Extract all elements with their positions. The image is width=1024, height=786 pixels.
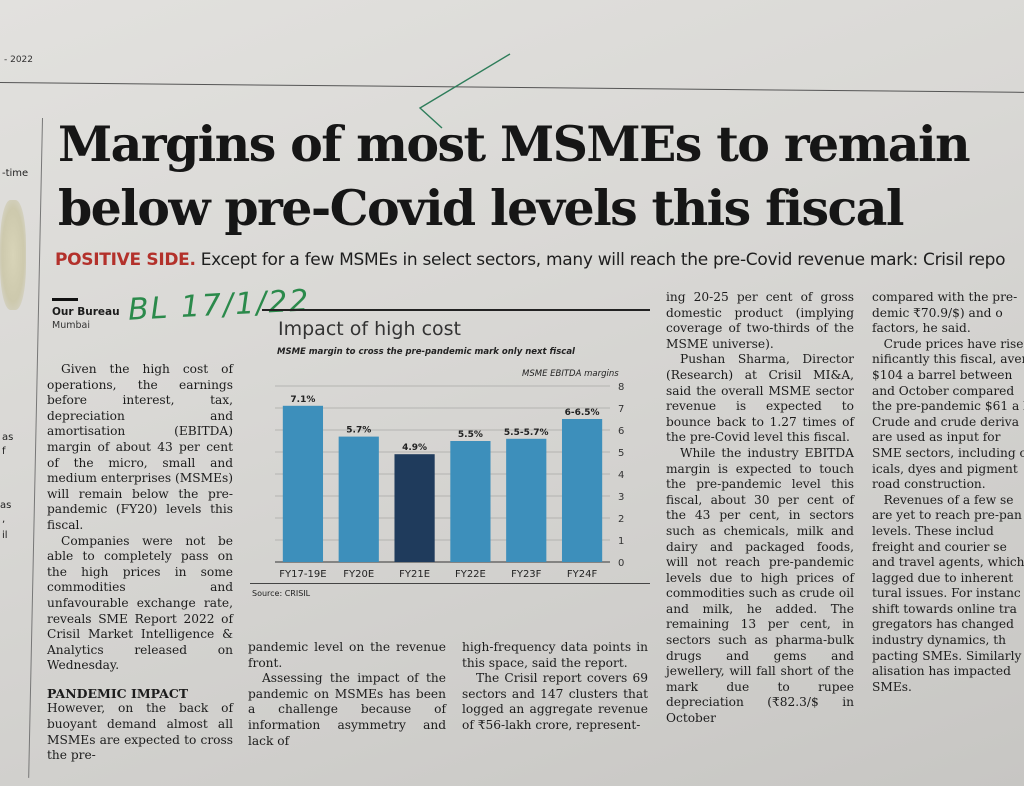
text-line: gregators has changed <box>872 617 1014 632</box>
data-label: 7.1% <box>290 395 315 405</box>
bar <box>561 419 603 562</box>
text-line: SMEs. <box>872 679 912 694</box>
dateline: Mumbai <box>52 320 90 331</box>
text-line: lagged due to inherent <box>872 570 1014 585</box>
data-label: 5.5% <box>458 430 483 440</box>
bar <box>506 438 547 562</box>
adjacent-column-fragment: as <box>0 500 12 511</box>
y-tick-label: 5 <box>618 448 624 459</box>
chart-axis-label: MSME EBITDA margins <box>522 369 619 379</box>
text-line: are yet to reach pre-pan <box>872 508 1022 523</box>
paragraph: Assessing the impact of the pandemic on … <box>248 671 446 748</box>
text-line: the pre-pandemic $61 a b <box>872 399 1024 414</box>
adjacent-column-fragment: f <box>2 446 6 457</box>
text-line: compared with the pre- <box>872 290 1018 304</box>
subhead: PANDEMIC IMPACT <box>47 685 189 701</box>
text-line: Crude and crude deriva <box>872 414 1019 429</box>
adjacent-column-fragment: il <box>2 530 8 541</box>
text-line: icals, dyes and pigment <box>872 461 1018 476</box>
text-line: freight and courier se <box>872 539 1007 554</box>
y-tick-label: 3 <box>618 492 624 503</box>
bar <box>338 436 379 562</box>
adjacent-column-fragment: as <box>2 432 14 443</box>
bar <box>282 405 324 562</box>
text-line: $104 a barrel between <box>872 367 1013 382</box>
bar <box>450 441 491 562</box>
x-tick-label: FY21E <box>399 569 430 580</box>
data-label: 4.9% <box>402 443 427 453</box>
bar-chart: 0 1 2 3 4 5 6 7 8 7.1% FY17-19E 5.7% FY20E 4.9% FY21E 5… <box>275 382 624 580</box>
text-line: SME sectors, including c <box>872 445 1024 460</box>
adjacent-column-fragment: , <box>2 514 6 525</box>
paragraph: Companies were not be able to completely… <box>47 533 233 673</box>
page-date: - 2022 <box>4 55 34 65</box>
text-line: factors, he said. <box>872 321 971 336</box>
y-tick-label: 8 <box>618 382 624 393</box>
text-line: and October compared <box>872 383 1015 398</box>
article-column-3: high-frequency data points in this space… <box>462 640 648 734</box>
headline-line: Margins of most MSMEs to remain <box>58 115 971 173</box>
chart-top-rule <box>262 309 650 311</box>
y-tick-label: 2 <box>618 514 624 525</box>
y-tick-label: 4 <box>618 470 624 481</box>
paragraph: The Crisil report covers 69 sectors and … <box>462 671 648 732</box>
bar <box>394 454 435 562</box>
byline-bar <box>52 298 78 301</box>
text-line: and travel agents, which <box>872 555 1024 570</box>
deck: POSITIVE SIDE. Except for a few MSMEs in… <box>55 250 1006 270</box>
y-tick-label: 1 <box>618 536 624 547</box>
chart-title: Impact of high cost <box>278 318 461 340</box>
text-line: alisation has impacted <box>872 664 1011 679</box>
handwritten-tick-mark <box>418 53 511 129</box>
text-line: shift towards online tra <box>872 601 1017 616</box>
adjacent-column-fragment: -time <box>2 168 29 179</box>
text-line: pacting SMEs. Similarly <box>872 648 1022 663</box>
x-tick-label: FY20E <box>343 569 374 580</box>
chart-subtitle: MSME margin to cross the pre-pandemic ma… <box>277 347 575 357</box>
x-tick-label: FY24F <box>567 569 598 580</box>
headline-line: below pre-Covid levels this fiscal <box>58 179 905 237</box>
text-line: road construction. <box>872 477 986 492</box>
paper-stain <box>0 200 26 310</box>
paragraph: Given the high cost of operations, the e… <box>47 362 233 532</box>
text-line: nificantly this fiscal, avera <box>872 352 1024 367</box>
chart-bottom-rule <box>250 583 650 584</box>
article-column-4: ing 20-25 per cent of gross domestic pro… <box>666 290 854 727</box>
y-tick-label: 7 <box>618 404 624 415</box>
text-line: industry dynamics, th <box>872 633 1006 648</box>
x-tick-label: FY17-19E <box>279 569 326 580</box>
data-label: 5.7% <box>346 426 371 436</box>
chart-source: Source: CRISIL <box>252 589 311 598</box>
data-label: 6-6.5% <box>565 408 600 418</box>
text-line: are used as input for <box>872 430 1001 445</box>
y-tick-label: 6 <box>618 426 624 437</box>
text-line: Crude prices have risen <box>872 336 1024 351</box>
paragraph: high-frequency data points in this space… <box>462 640 648 670</box>
byline: Our Bureau <box>52 306 120 318</box>
paragraph: ing 20-25 per cent of gross domestic pro… <box>666 290 854 351</box>
article-column-2: pandemic level on the revenue front. Ass… <box>248 640 446 749</box>
text-line: Revenues of a few se <box>872 492 1014 507</box>
x-tick-label: FY22E <box>455 569 486 580</box>
paragraph: Pushan Sharma, Director (Research) at Cr… <box>666 352 854 445</box>
paragraph: pandemic level on the revenue front. <box>248 640 446 670</box>
paragraph: While the industry EBITDA margin is expe… <box>666 445 854 726</box>
y-tick-label: 0 <box>618 558 624 569</box>
headline: Margins of most MSMEs to remain below pr… <box>58 112 971 240</box>
paragraph: However, on the back of buoyant demand a… <box>47 701 233 763</box>
x-tick-label: FY23F <box>511 569 542 580</box>
article-column-1: Given the high cost of operations, the e… <box>47 362 233 764</box>
deck-text: Except for a few MSMEs in select sectors… <box>195 250 1006 270</box>
data-label: 5.5-5.7% <box>504 428 549 438</box>
deck-kicker: POSITIVE SIDE. <box>55 250 196 270</box>
text-line: tural issues. For instanc <box>872 586 1021 601</box>
article-column-5: compared with the pre-demic ₹70.9/$) and… <box>872 290 1024 695</box>
text-line: demic ₹70.9/$) and o <box>872 305 1003 320</box>
text-line: levels. These includ <box>872 523 994 538</box>
column-divider <box>28 117 43 778</box>
